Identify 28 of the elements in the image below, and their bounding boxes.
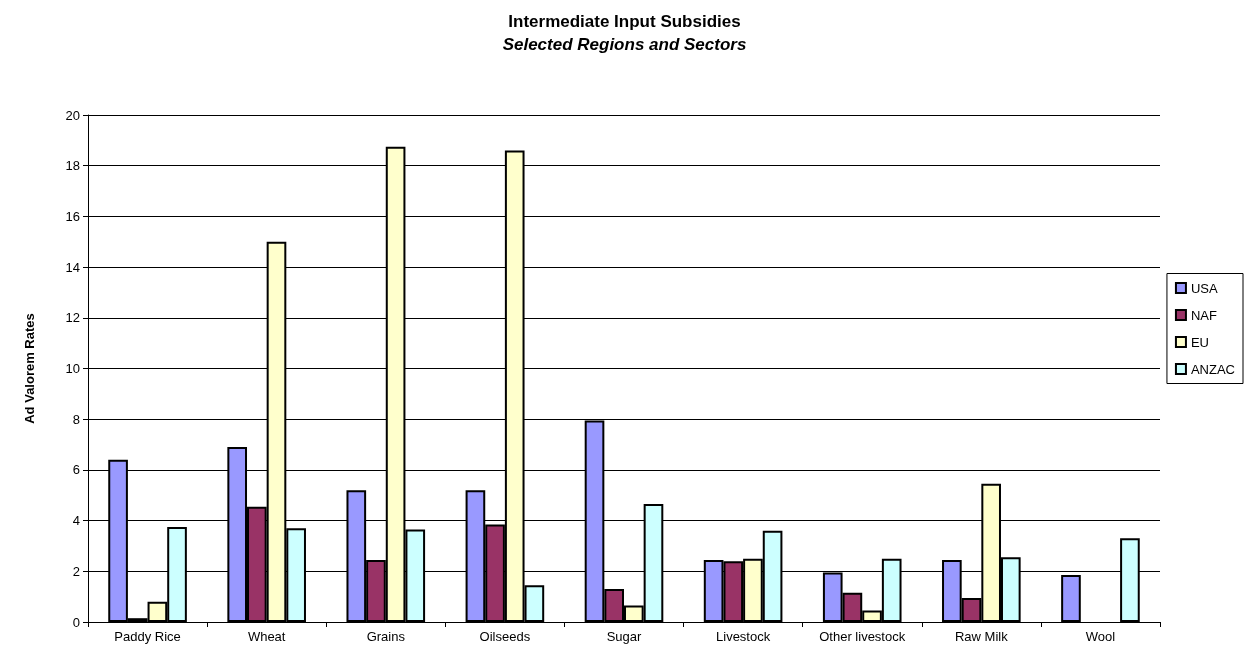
- legend-label: USA: [1190, 280, 1218, 296]
- y-tick-label: 20: [65, 107, 80, 123]
- legend-label: EU: [1190, 334, 1209, 350]
- y-axis-title: Ad Valorem Rates: [22, 313, 37, 424]
- y-tick-label: 8: [72, 411, 80, 427]
- y-tick-label: 14: [65, 259, 80, 275]
- bar: [1061, 575, 1081, 622]
- legend-label: ANZAC: [1190, 361, 1235, 377]
- x-tick-label: Oilseeds: [479, 629, 531, 644]
- y-tick-label: 18: [65, 158, 80, 174]
- y-tick-label: 6: [72, 462, 80, 478]
- y-tick-label: 2: [72, 563, 80, 579]
- x-tick-label: Sugar: [606, 629, 643, 644]
- x-tick-label: Grains: [366, 629, 406, 644]
- legend-label: NAF: [1190, 307, 1217, 323]
- x-tick-label: Paddy Rice: [114, 629, 181, 644]
- chart-subtitle: Selected Regions and Sectors: [502, 35, 747, 54]
- y-tick-label: 10: [65, 361, 80, 376]
- x-tick-label: Wool: [1085, 629, 1116, 644]
- x-tick-label: Other livestock: [819, 629, 906, 644]
- y-tick-label: 12: [65, 310, 80, 326]
- chart-title: Intermediate Input Subsidies: [508, 12, 741, 31]
- x-tick-label: Raw Milk: [954, 629, 1009, 644]
- x-tick-label: Livestock: [716, 629, 771, 644]
- y-tick-label: 0: [72, 614, 80, 630]
- y-tick-label: 16: [65, 208, 80, 224]
- x-tick-label: Wheat: [247, 629, 286, 644]
- y-tick-label: 4: [72, 513, 80, 529]
